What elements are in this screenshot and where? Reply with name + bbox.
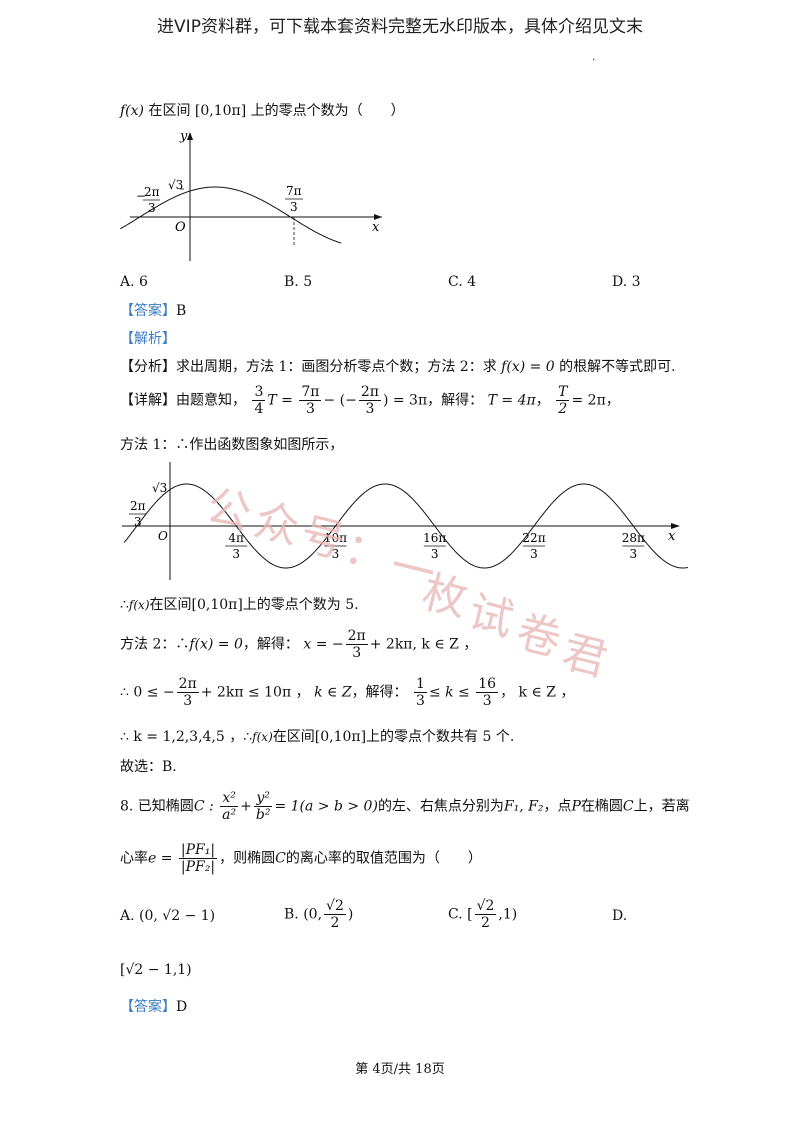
x-axis-arrow (374, 214, 382, 220)
header-dot: . (592, 52, 596, 63)
q8-option-d[interactable]: D. (612, 908, 628, 924)
tick-den-1: 3 (332, 547, 340, 561)
k-line: ∴ k = 1,2,3,4,5 ，∴f(x)在区间[0,10π]上的零点个数共有… (120, 729, 515, 745)
q7-answer: 【答案】B (120, 303, 187, 319)
answer-tag: 【答案】 (120, 303, 176, 319)
sine-curve (123, 483, 688, 569)
top-banner: 进VIP资料群，可下载本套资料完整无水印版本，具体介绍见文末 (157, 17, 643, 37)
tick-num-1: 10π (324, 531, 347, 545)
choose-line: 故选：B. (120, 759, 177, 775)
stem-mid: 在区间 (148, 103, 191, 119)
analysis-tag: 【解析】 (120, 331, 176, 347)
q8-line2: 心率e = |PF₁| |PF₂| ，则椭圆C的离心率的取值范围为（ ） (120, 842, 482, 876)
page-footer: 第 4页/共 18页 (355, 1062, 445, 1077)
q7-option-c[interactable]: C. 4 (448, 274, 477, 290)
tick-labels: 4π310π316π322π328π334π3 (225, 531, 645, 561)
x-axis-arrow (671, 523, 680, 529)
method2-line: 方法 2：∴f(x) = 0，解得： x = −2π 3 + 2kπ, k ∈ Z … (120, 628, 478, 662)
graph-2: x O √3 2π 3 4π310π316π322π328π334π3 (122, 462, 688, 580)
q7-stem: f(x) 在区间 [0,10π] 上的零点个数为（ ） (120, 100, 405, 120)
q8-option-c[interactable]: C. [√2 2,1) (448, 898, 518, 932)
left-den: 3 (148, 201, 156, 215)
tick-den-2: 3 (431, 547, 439, 561)
inequality-line: ∴ 0 ≤ −2π 3 + 2kπ ≤ 10π ， k ∈ Z，解得： 1 3 ≤ k … (120, 676, 575, 710)
q7-option-d[interactable]: D. 3 (612, 274, 641, 290)
y-axis-arrow (187, 132, 193, 140)
tick-num-4: 28π (622, 531, 645, 545)
tick-num-0: 4π (228, 531, 244, 545)
x-label: x (668, 529, 676, 544)
q8-option-a[interactable]: A. (0, √2 − 1) (120, 908, 216, 924)
y-label: y (179, 129, 188, 144)
q7-option-a[interactable]: A. 6 (120, 274, 148, 290)
origin-label: O (158, 529, 168, 543)
q8-answer: 【答案】D (120, 999, 188, 1015)
fenxi-line: 【分析】求出周期，方法 1：画图分析零点个数；方法 2：求 f(x) = 0 的… (120, 359, 676, 375)
left-sign: − (136, 189, 146, 203)
origin-label: O (175, 220, 186, 235)
interval: [0,10π] (194, 103, 247, 119)
left-den: 3 (134, 515, 142, 529)
x-label: x (372, 220, 380, 235)
tick-den-0: 3 (232, 547, 240, 561)
q8-line1: 8. 已知椭圆C : x² a² + y² b² = 1(a > b > 0)的左、右焦点… (120, 790, 690, 824)
tick-num-3: 22π (522, 531, 545, 545)
stem-end: 上的零点个数为（ ） (250, 103, 405, 119)
fx: f(x) (120, 103, 145, 119)
sine-curve (120, 186, 342, 244)
sqrt3-label: √3 (152, 481, 167, 495)
tick-den-3: 3 (530, 547, 538, 561)
sqrt3-label: √3 (168, 178, 183, 192)
mid-num: 7π (286, 184, 302, 198)
tick-den-4: 3 (629, 547, 637, 561)
q7-option-b[interactable]: B. 5 (284, 274, 313, 290)
q8-option-b[interactable]: B. (0, √2 2) (284, 898, 354, 932)
tick-num-2: 16π (423, 531, 446, 545)
q8-option-d-value: [√2 − 1,1) (120, 962, 192, 978)
mid-den: 3 (290, 200, 298, 214)
graph-1: y x O √3 − 2π 3 7π 3 (120, 129, 382, 261)
left-num: 2π (144, 185, 160, 199)
conclusion1: ∴f(x)在区间[0,10π]上的零点个数为 5. (120, 597, 359, 613)
method1-line: 方法 1：∴作出函数图象如图所示， (120, 437, 344, 453)
left-num: 2π (130, 499, 146, 513)
